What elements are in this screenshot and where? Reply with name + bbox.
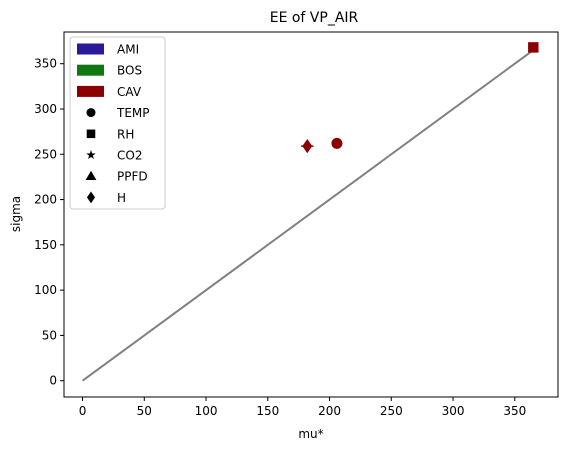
- x-tick-label: 250: [380, 404, 403, 418]
- y-tick-label: 200: [34, 193, 57, 207]
- y-tick-label: 100: [34, 283, 57, 297]
- y-tick-label: 50: [42, 328, 57, 342]
- x-axis-ticks: 0 50 100 150 200 250 300 350: [79, 397, 527, 418]
- data-point-cav-rh: [528, 42, 538, 52]
- legend-label: AMI: [117, 43, 139, 57]
- x-tick-label: 300: [442, 404, 465, 418]
- legend-swatch: [77, 86, 104, 97]
- legend-circle-marker: [87, 108, 96, 117]
- x-tick-label: 0: [79, 404, 87, 418]
- x-tick-label: 200: [318, 404, 341, 418]
- legend: AMI BOS CAV TEMP RH CO2 PPFD H: [70, 37, 165, 209]
- chart-title: EE of VP_AIR: [270, 10, 359, 26]
- legend-label: CO2: [117, 149, 142, 163]
- x-tick-label: 50: [137, 404, 152, 418]
- data-points: [301, 42, 538, 153]
- y-tick-label: 250: [34, 147, 57, 161]
- y-axis-label: sigma: [9, 196, 23, 232]
- legend-square-marker: [87, 130, 96, 139]
- y-tick-label: 300: [34, 102, 57, 116]
- diamond-marker: [302, 139, 312, 153]
- circle-marker: [331, 138, 342, 149]
- legend-label: BOS: [117, 64, 142, 78]
- legend-label: PPFD: [117, 170, 148, 184]
- legend-label: CAV: [117, 85, 142, 99]
- y-tick-label: 0: [49, 374, 57, 388]
- legend-label: TEMP: [116, 106, 150, 120]
- data-point-cav-temp: [331, 138, 342, 149]
- legend-label: H: [117, 191, 126, 205]
- data-point-cav-h: [301, 139, 313, 153]
- legend-swatch: [77, 65, 104, 76]
- x-axis-label: mu*: [298, 427, 323, 441]
- legend-swatch: [77, 44, 104, 55]
- legend-label: RH: [117, 127, 134, 141]
- x-tick-label: 100: [195, 404, 218, 418]
- y-tick-label: 350: [34, 57, 57, 71]
- x-tick-label: 150: [256, 404, 279, 418]
- x-tick-label: 350: [503, 404, 526, 418]
- square-marker: [528, 42, 538, 52]
- y-tick-label: 150: [34, 238, 57, 252]
- y-axis-ticks: 0 50 100 150 200 250 300 350: [34, 57, 64, 388]
